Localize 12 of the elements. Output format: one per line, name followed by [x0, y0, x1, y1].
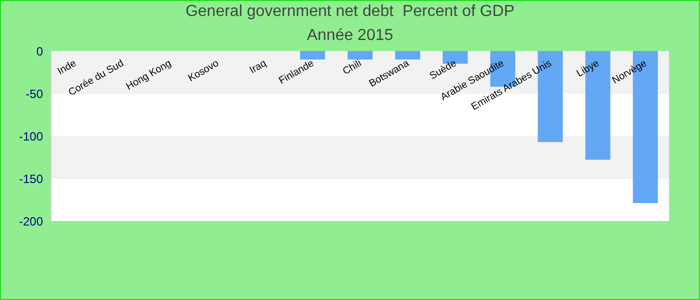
y-tick-label: -150 — [18, 172, 44, 186]
y-tick-label: -50 — [26, 86, 44, 101]
chart-title: General government net debt Percent of GDP — [184, 3, 516, 21]
y-tick-label: 0 — [36, 44, 44, 58]
chart-subtitle: Année 2015 — [306, 27, 394, 45]
x-tick-label: Libye — [574, 58, 602, 80]
x-tick-label: Hong Kong — [124, 58, 174, 93]
x-tick-label: Iraq — [248, 58, 268, 76]
x-tick-label: Chili — [341, 58, 364, 78]
x-tick-label: Inde — [56, 58, 79, 78]
y-tick-label: -200 — [18, 214, 44, 228]
y-tick-label: -100 — [18, 129, 44, 144]
